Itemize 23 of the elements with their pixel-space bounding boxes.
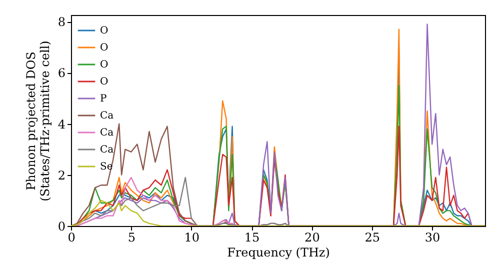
legend-label: Ca <box>100 144 114 156</box>
legend-label: O <box>100 26 108 36</box>
y-tick-label: 0 <box>58 220 66 234</box>
y-axis-title: Phonon projected DOS (States/THz·primitive cell) <box>24 40 52 202</box>
x-tick-label: 0 <box>68 230 76 244</box>
x-tick-label: 30 <box>424 230 440 244</box>
legend-label: Ca <box>100 128 114 138</box>
line-series <box>71 200 485 226</box>
legend-label: O <box>100 60 108 70</box>
x-tick-label: 15 <box>244 230 260 244</box>
y-tick-label: 6 <box>58 66 66 80</box>
x-tick-label: 10 <box>184 230 200 244</box>
x-tick-label: 20 <box>304 230 320 244</box>
x-tick-label: 5 <box>128 230 136 244</box>
x-axis-title: Frequency (THz) <box>227 246 330 260</box>
y-tick-label: 8 <box>58 15 66 30</box>
legend-label: O <box>100 42 108 54</box>
legend-label: P <box>100 94 107 104</box>
y-tick-label: 2 <box>58 168 66 182</box>
y-tick-label: 4 <box>58 117 66 132</box>
x-tick-label: 25 <box>364 230 380 244</box>
legend-label: Ca <box>100 110 114 122</box>
legend-label: O <box>100 76 108 88</box>
